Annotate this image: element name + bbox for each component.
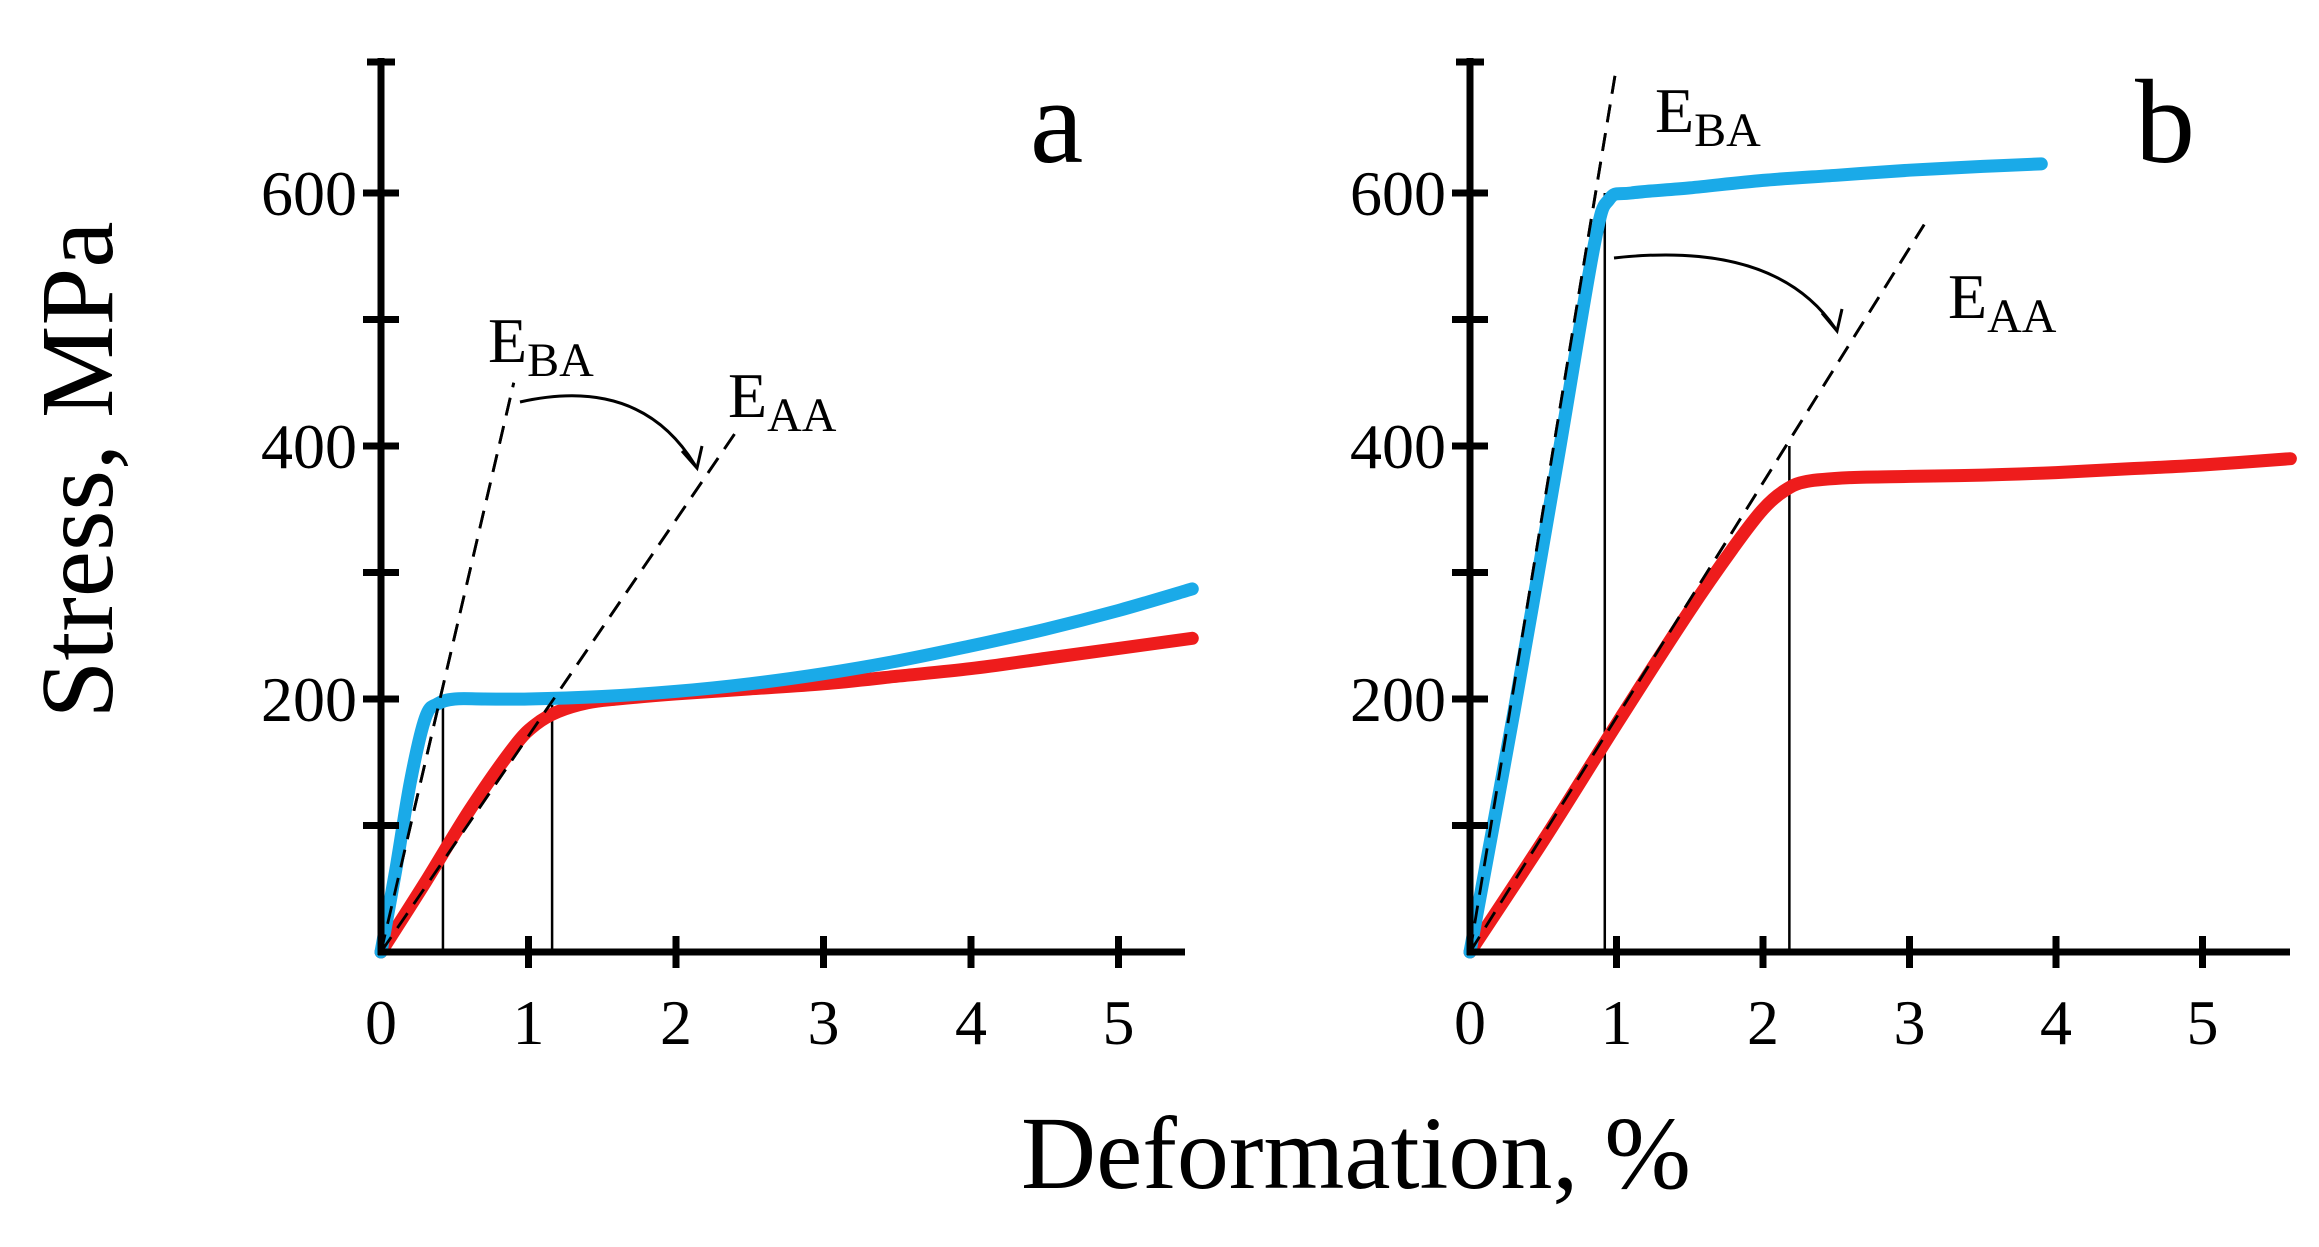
panel-b-tick-labels: 0 1 2 3 4 5 200 400 600 [1350, 158, 2219, 1058]
panel-a-curves [374, 382, 1199, 959]
panel-a-arrowhead-icon [680, 445, 704, 472]
panel-a-eaar-main: E [728, 360, 767, 431]
panel-b-curves [1463, 66, 2297, 959]
panel-a-x-tick-label-2: 2 [660, 987, 692, 1058]
panel-b-ticks [1452, 189, 2206, 968]
panel-b-letter: b [2135, 55, 2195, 188]
panel-a-axes [367, 58, 1185, 956]
panel-a-y-tick-label-200: 200 [261, 664, 357, 735]
y-axis-title: Stress, MPa [20, 222, 135, 719]
panel-b-guides [1468, 66, 1926, 953]
panel-b-y-tick-label-600: 600 [1350, 158, 1446, 229]
panel-b-y-tick-label-200: 200 [1350, 664, 1446, 735]
panel-a-arrow [519, 394, 697, 466]
panel-b-ebar-sub: BA [1694, 104, 1761, 157]
panel-b-eaar-sub: AA [1987, 290, 2057, 343]
panel-b-axes [1456, 58, 2290, 956]
panel-a-x-tick-label-3: 3 [808, 987, 840, 1058]
panel-b-eaar-main: E [1948, 261, 1987, 332]
panel-a-y-tick-label-600: 600 [261, 158, 357, 229]
panel-b-x-tick-label-5: 5 [2187, 987, 2219, 1058]
panel-b-x-tick-label-4: 4 [2040, 987, 2072, 1058]
panel-a-x-tick-label-1: 1 [513, 987, 545, 1058]
panel-b-eaar-label: EAA [1948, 261, 2057, 343]
panel-a-ebar-main: E [488, 305, 527, 376]
panel-b-blue-curve [1463, 157, 2048, 959]
panel-b-ebar-main: E [1655, 75, 1694, 146]
panel-b-arrow [1613, 253, 1837, 329]
panel-b-red-curve [1463, 452, 2297, 959]
panel-b-dashed-overlay-0 [1468, 66, 1618, 953]
panel-a-y-tick-label-400: 400 [261, 411, 357, 482]
panel-b-x-tick-label-0: 0 [1454, 987, 1486, 1058]
panel-a-dashed-overlay-1 [379, 432, 737, 953]
panel-b-x-tick-label-1: 1 [1601, 987, 1633, 1058]
panel-b-y-tick-label-400: 400 [1350, 411, 1446, 482]
x-axis-title: Deformation, % [1021, 1096, 1691, 1211]
panel-a-dashed-overlay-0 [379, 382, 516, 953]
panel-b-x-tick-label-3: 3 [1894, 987, 1926, 1058]
panel-a-x-tick-label-0: 0 [365, 987, 397, 1058]
panel-a-eaar-label: EAA [728, 360, 837, 442]
panel-a-ebar-sub: BA [527, 334, 594, 387]
panel-a-eaar-sub: AA [767, 389, 837, 442]
panel-a-x-tick-label-4: 4 [955, 987, 987, 1058]
panel-a-blue-curve [374, 582, 1199, 959]
panel-a-ebar-label: EBA [488, 305, 594, 387]
panel-a-tick-labels: 0 1 2 3 4 5 200 400 600 [261, 158, 1135, 1058]
panel-a-ticks [363, 189, 1122, 968]
panel-b-ebar-label: EBA [1655, 75, 1761, 157]
panel-a-letter: a [1030, 55, 1083, 188]
panel-b-x-tick-label-2: 2 [1747, 987, 1779, 1058]
panel-a-x-tick-label-5: 5 [1103, 987, 1135, 1058]
panel-b-arrowhead-icon [1820, 308, 1844, 335]
